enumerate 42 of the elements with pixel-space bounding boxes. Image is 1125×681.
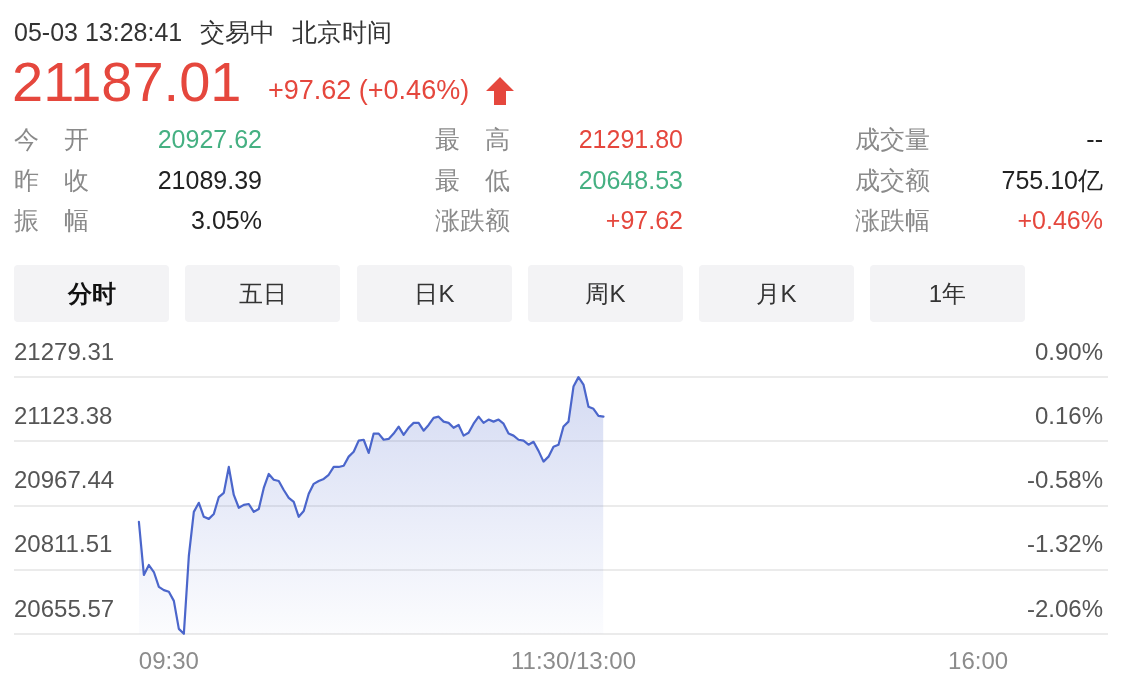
y2-tick-label: -0.58% [1026,466,1103,494]
tab-button[interactable]: 五日 [185,265,340,322]
tab-button[interactable]: 分时 [14,265,169,322]
x-tick-label: 09:30 [138,647,199,675]
text: 成交额 [855,166,930,194]
tab-button[interactable]: 1年 [870,265,1025,322]
text: +97.62 [605,206,683,234]
x-tick-label: 16:00 [948,647,1009,675]
text: 振幅 [14,206,89,234]
y2-tick-label: 0.16% [1034,401,1103,429]
text: 北京时间 [292,18,392,46]
y-tick-label: 21123.38 [14,401,113,429]
y-tick-label: 20811.51 [14,530,113,558]
y2-tick-label: -2.06% [1026,594,1103,622]
tab-button[interactable]: 周K [528,265,683,322]
text: 今开 [14,125,89,153]
text: 交易中 [200,18,275,46]
text: 涨跌额 [435,206,510,234]
text: -- [1086,125,1103,153]
tab-button[interactable]: 月K [699,265,854,322]
y-tick-label: 20655.57 [14,594,115,622]
text: 20927.62 [157,125,262,153]
text: +0.46% [1017,206,1103,234]
y-tick-label: 21279.31 [14,337,115,365]
x-tick-label: 11:30/13:00 [510,647,636,675]
text: 涨跌幅 [855,206,930,234]
text: 05-03 13:28:41 [14,18,183,46]
text: 最低 [435,166,510,194]
text: 21187.01 [12,50,242,113]
text: 昨收 [14,166,89,194]
y2-tick-label: 0.90% [1034,337,1103,365]
text: 20648.53 [578,166,683,194]
y-tick-label: 20967.44 [14,466,115,494]
text: 21291.80 [578,125,683,153]
text: 21089.39 [157,166,262,194]
tab-button[interactable]: 日K [357,265,512,322]
text: 3.05% [191,206,262,234]
text: 755.10亿 [1001,166,1103,194]
text: 成交量 [855,125,930,153]
text: +97.62 (+0.46%) [268,75,470,105]
y2-tick-label: -1.32% [1026,530,1103,558]
text: 最高 [435,125,510,153]
